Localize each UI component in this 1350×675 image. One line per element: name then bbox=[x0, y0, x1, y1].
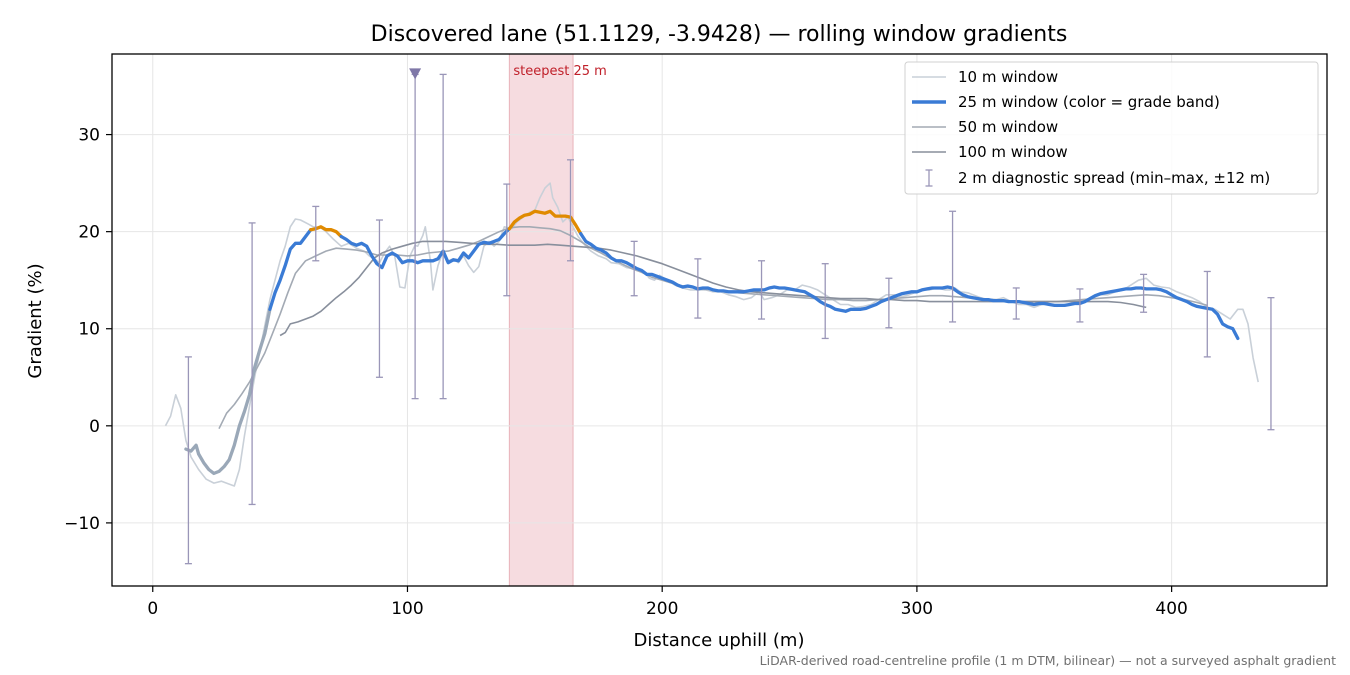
error-bar bbox=[439, 73, 447, 400]
series-line-25m-segment bbox=[507, 209, 583, 236]
error-bar bbox=[184, 356, 192, 565]
legend-box bbox=[904, 61, 1319, 195]
error-bar bbox=[248, 222, 256, 506]
steepest-band bbox=[508, 53, 574, 587]
series-line-25m-segment bbox=[184, 307, 272, 476]
x-tick-label: 100 bbox=[391, 599, 423, 619]
error-bar bbox=[630, 240, 638, 297]
legend-swatch-diagnostic bbox=[925, 169, 933, 187]
legend-label-50m: 50 m window bbox=[958, 118, 1058, 136]
legend: 10 m window 25 m window (color = grade b… bbox=[904, 61, 1319, 195]
error-bar bbox=[1076, 288, 1084, 323]
error-bar bbox=[949, 210, 957, 323]
error-bar bbox=[566, 159, 574, 262]
steepest-point-marker bbox=[409, 68, 422, 80]
error-bar bbox=[1267, 297, 1275, 431]
y-tick-label: 20 bbox=[78, 223, 100, 243]
y-axis-label: Gradient (%) bbox=[25, 263, 46, 378]
series-line-100m bbox=[279, 240, 1147, 337]
series-layer bbox=[164, 182, 1259, 487]
error-bar bbox=[821, 263, 829, 340]
x-axis-ticks: 0 100 200 300 400 bbox=[147, 586, 1188, 619]
y-tick-label: 10 bbox=[78, 320, 100, 340]
series-line-25m-segment bbox=[268, 228, 313, 311]
x-tick-label: 400 bbox=[1155, 599, 1187, 619]
y-tick-label: 0 bbox=[89, 417, 100, 437]
error-bar bbox=[1012, 287, 1020, 320]
x-tick-label: 300 bbox=[901, 599, 933, 619]
legend-label-diagnostic: 2 m diagnostic spread (min–max, ±12 m) bbox=[958, 169, 1270, 187]
error-bar bbox=[694, 258, 702, 319]
x-tick-label: 200 bbox=[646, 599, 678, 619]
legend-label-10m: 10 m window bbox=[958, 68, 1058, 86]
footnote: LiDAR-derived road-centreline profile (1… bbox=[760, 653, 1336, 668]
error-bar bbox=[1203, 270, 1211, 358]
error-bars bbox=[184, 73, 1275, 565]
gridlines bbox=[112, 54, 1327, 586]
error-bar bbox=[758, 260, 766, 320]
error-bar bbox=[885, 277, 893, 329]
legend-label-25m: 25 m window (color = grade band) bbox=[958, 93, 1220, 111]
legend-label-100m: 100 m window bbox=[958, 143, 1068, 161]
x-axis-label: Distance uphill (m) bbox=[634, 630, 805, 651]
chart-title: Discovered lane (51.1129, -3.9428) — rol… bbox=[371, 22, 1068, 47]
steepest-band-label: steepest 25 m bbox=[513, 64, 606, 79]
error-bar bbox=[312, 205, 320, 262]
error-bar bbox=[375, 219, 383, 378]
y-axis-ticks: −10 0 10 20 30 bbox=[64, 126, 112, 534]
y-tick-label: 30 bbox=[78, 126, 100, 146]
error-bar bbox=[1140, 273, 1148, 313]
series-line-25m-segment bbox=[579, 231, 1240, 341]
y-tick-label: −10 bbox=[64, 514, 100, 534]
error-bar bbox=[503, 183, 511, 297]
x-tick-label: 0 bbox=[147, 599, 158, 619]
series-line-25m-segment bbox=[339, 227, 512, 270]
axes-frame bbox=[111, 53, 1328, 587]
plot-area: steepest 25 m bbox=[112, 53, 1327, 587]
